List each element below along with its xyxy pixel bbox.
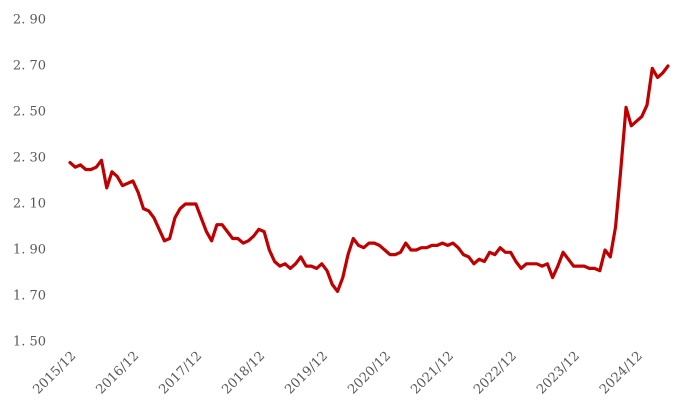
x-tick-label: 2019/12 (282, 349, 331, 398)
x-tick-label: 2024/12 (597, 349, 646, 398)
y-tick-label: 1. 50 (13, 335, 46, 350)
x-tick-label: 2021/12 (408, 349, 457, 398)
y-tick-label: 1. 70 (13, 289, 46, 304)
y-tick-label: 2. 10 (13, 197, 46, 212)
x-tick-label: 2023/12 (534, 349, 583, 398)
x-tick-label: 2018/12 (219, 349, 268, 398)
y-tick-label: 2. 30 (13, 151, 46, 166)
y-tick-label: 2. 50 (13, 105, 46, 120)
y-tick-label: 1. 90 (13, 243, 46, 258)
x-tick-label: 2022/12 (471, 349, 520, 398)
data-line (68, 64, 670, 293)
x-tick-label: 2020/12 (345, 349, 394, 398)
y-tick-label: 2. 70 (13, 59, 46, 74)
x-tick-label: 2016/12 (93, 349, 142, 398)
x-tick-label: 2017/12 (156, 349, 205, 398)
x-tick-label: 2015/12 (31, 349, 80, 398)
y-tick-label: 2. 90 (13, 13, 46, 28)
